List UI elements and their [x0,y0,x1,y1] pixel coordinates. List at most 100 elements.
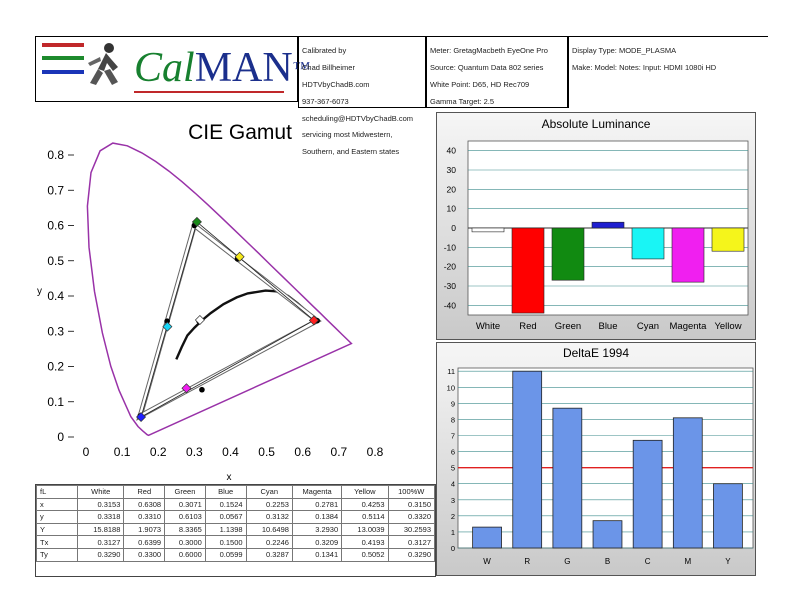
table-header-row: fL White Red Green Blue Cyan Magenta Yel… [36,485,435,499]
luminance-bar-magenta [671,227,705,283]
logo-tm: ™ [292,58,311,78]
cie-y-tick: 0.6 [47,219,64,233]
table-cell: 0.3290 [387,547,435,562]
cie-x-tick: 0 [83,445,90,459]
deltae-y-tick: 0 [451,544,455,553]
luminance-x-tick: Green [555,321,581,332]
deltae-y-tick: 5 [451,464,455,473]
table-row: x 0.3153 0.6308 0.3071 0.1524 0.2253 0.2… [36,497,435,512]
table-cell: 0.5114 [341,510,389,524]
table-cell: 0.1341 [291,547,343,562]
measured-point-red [308,315,319,326]
calibrator-line: 937-367-6073 [302,96,349,106]
table-cell: Tx [36,535,78,549]
luminance-x-tick: White [476,321,500,332]
deltae-bar-y [713,483,743,549]
luminance-x-tick: Magenta [670,321,708,332]
table-cell: 3.2930 [291,522,343,537]
cie-y-tick: 0.7 [47,183,64,197]
table-cell: 0.2781 [291,497,343,512]
display-line: Display Type: MODE_PLASMA [572,46,677,56]
luminance-y-tick: -10 [444,242,457,252]
luminance-x-ticks: White Red Green Blue Cyan Magenta Yellow [476,321,742,332]
cie-gamut-chart: CIE Gamut y x 0 0.1 0.2 0.3 0.4 0.5 0.6 0.7 0.80… [37,121,384,483]
luminance-y-ticks: 40 30 20 10 0 -10 -20 -30 -40 [444,146,457,311]
luminance-y-tick: -40 [444,300,457,310]
measurement-table: fL White Red Green Blue Cyan Magenta Yel… [35,484,436,577]
table-header-cell: 100%W [387,485,435,499]
calibrator-line: scheduling@HDTVbyChadB.com [302,113,413,123]
calibrator-lines: Calibrated by Chad Billheimer HDTVbyChad… [299,37,425,167]
table-cell: 1.9073 [123,522,166,537]
table-cell: 0.3300 [123,547,166,562]
table-row: Ty 0.3290 0.3300 0.6000 0.0599 0.3287 0.… [36,547,435,562]
table-row: Tx 0.3127 0.6399 0.3000 0.1500 0.2246 0.… [36,535,435,549]
meter-line: White Point: D65, HD Rec709 [430,80,530,90]
cie-xlabel: x [227,472,232,483]
deltae-x-tick: R [524,557,530,566]
deltae-y-tick: 2 [451,512,455,521]
deltae-y-tick: 8 [451,415,455,424]
cie-y-tick: 0.3 [47,324,64,338]
cie-y-tick: 0.2 [47,360,64,374]
luminance-y-tick: 10 [447,204,457,214]
table-header-cell: Red [123,485,166,499]
cie-spectral-locus [86,142,353,437]
table-cell: Ty [36,547,78,562]
deltae-x-tick: W [483,557,491,566]
deltae-x-tick: Y [725,557,731,566]
table-cell: 0.3000 [164,535,206,549]
calibrator-line: Chad Billheimer [302,63,355,73]
table-cell: 0.6103 [164,510,206,524]
table-cell: 0.3310 [123,510,166,524]
cie-x-tick: 0.8 [367,445,384,459]
table-header-cell: fL [36,485,78,499]
cie-x-tick: 0.6 [294,445,311,459]
cie-y-tick: 0.5 [47,254,64,268]
cie-x-tick: 0.5 [258,445,275,459]
luminance-y-tick: 0 [451,223,456,233]
target-point-magenta [199,386,205,393]
luminance-x-tick: Yellow [714,321,741,332]
table-cell: 0.3153 [76,497,125,512]
table-cell: 15.8188 [76,522,125,537]
running-man-icon [88,43,118,85]
calibrator-line: servicing most Midwestern, [302,130,393,140]
table-cell: 0.6399 [123,535,166,549]
logo-stripe-green [42,56,84,60]
luminance-x-tick: Blue [598,321,617,332]
deltae-y-tick: 4 [451,480,455,489]
deltae-y-tick: 1 [451,528,455,537]
luminance-bar-green [551,227,585,281]
luminance-y-tick: -30 [444,281,457,291]
table-header-cell: Magenta [291,485,343,499]
cie-y-tick: 0.4 [47,289,64,303]
display-line: Make: Model: Notes: Input: HDMI 1080i HD [572,63,717,73]
deltae-y-tick: 10 [447,383,455,392]
deltae-y-tick: 7 [451,432,455,441]
cie-x-tick: 0.7 [331,445,348,459]
logo-box: CalMAN™ [35,36,310,102]
table-header-cell: Blue [204,485,247,499]
cie-points [136,216,320,423]
meter-line: Meter: GretagMacbeth EyeOne Pro [430,46,548,56]
meter-line: Source: Quantum Data 802 series [430,63,544,73]
luminance-bar-cyan [631,227,665,260]
deltae-title: DeltaE 1994 [563,346,629,360]
table-cell: 0.3290 [76,547,125,562]
logo-stripe-blue [42,70,84,74]
table-cell: 0.1524 [204,497,247,512]
table-cell: 0.3071 [164,497,206,512]
calibrator-line: Calibrated by [302,46,347,56]
deltae-plot-area [457,367,754,549]
logo-man: MAN [194,45,293,91]
table-cell: 0.5052 [341,547,389,562]
table-cell: 0.3132 [245,510,293,524]
measured-point-cyan [162,321,173,332]
table-cell: 0.1384 [291,510,343,524]
table-cell: 0.6000 [164,547,206,562]
table-cell: 0.2253 [245,497,293,512]
luminance-chart: Absolute Luminance 40 30 20 10 0 -10 -20 -30 -40… [444,117,749,332]
